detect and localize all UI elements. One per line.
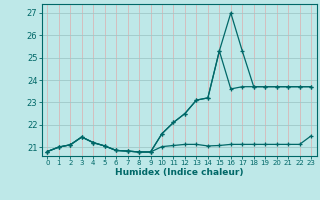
X-axis label: Humidex (Indice chaleur): Humidex (Indice chaleur) xyxy=(115,168,244,177)
